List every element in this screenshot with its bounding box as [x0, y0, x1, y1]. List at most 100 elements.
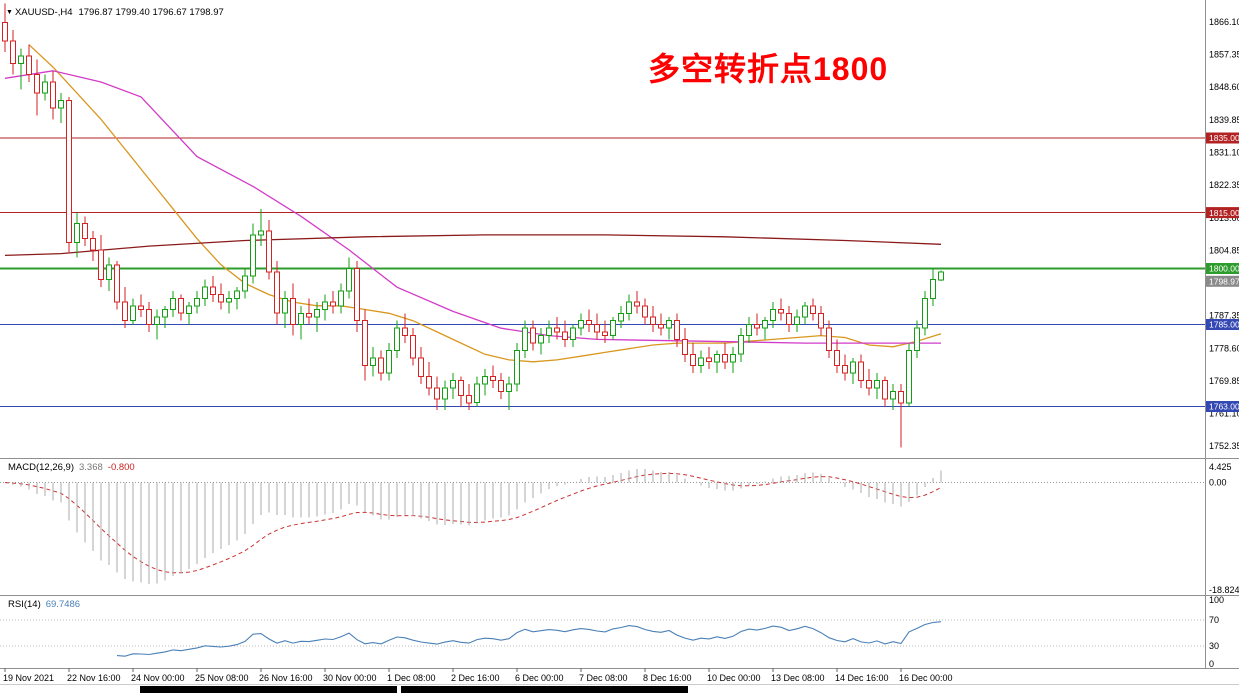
- candle-down: [10, 40, 16, 64]
- price-badge-label: 1815.00: [1209, 208, 1239, 218]
- price-tick-label: 1804.85: [1209, 245, 1239, 255]
- price-badge-label: 1763.00: [1209, 402, 1239, 412]
- candle-up: [130, 305, 136, 322]
- candle-up: [474, 383, 480, 404]
- candle-up: [746, 324, 752, 337]
- candle-up: [610, 320, 616, 337]
- candle-up: [482, 376, 488, 385]
- candle-down: [2, 21, 8, 42]
- candle-down: [658, 324, 664, 329]
- candle-up: [770, 309, 776, 322]
- candle-down: [50, 81, 56, 109]
- candle-down: [210, 286, 216, 296]
- macd-indicator-label: MACD(12,26,9) 3.368 -0.800: [8, 462, 135, 473]
- candle-down: [378, 357, 384, 374]
- candle-down: [26, 55, 32, 76]
- candle-up: [202, 286, 208, 299]
- candle-down: [706, 357, 712, 363]
- macd-histogram: [12, 468, 942, 585]
- time-label: 24 Nov 00:00: [131, 673, 185, 683]
- candle-down: [562, 331, 568, 340]
- time-label: 10 Dec 00:00: [707, 673, 761, 683]
- horizontal-levels: [0, 137, 1205, 408]
- price-badge-label: 1798.97: [1209, 277, 1239, 287]
- candle-up: [570, 327, 576, 340]
- price-badge-label: 1785.00: [1209, 320, 1239, 330]
- candle-down: [418, 357, 424, 378]
- time-label: 1 Dec 08:00: [387, 673, 436, 683]
- chart-dropdown-icon[interactable]: ▼: [6, 9, 13, 16]
- candles: [2, 3, 944, 448]
- symbol-timeframe-label: XAUUSD-,H4: [14, 7, 73, 18]
- candle-up: [914, 327, 920, 352]
- candle-up: [762, 320, 768, 329]
- price-badge: [1206, 132, 1239, 144]
- rsi-indicator-label: RSI(14) 69.7486: [8, 599, 80, 610]
- macd-name: MACD(12,26,9): [8, 462, 74, 473]
- candle-up: [234, 290, 240, 299]
- candle-up: [442, 387, 448, 400]
- candle-up: [874, 379, 880, 389]
- candle-up: [250, 234, 256, 277]
- candle-down: [810, 305, 816, 314]
- candle-up: [578, 320, 584, 329]
- price-badge: [1206, 401, 1239, 412]
- annotation-text: 多空转折点1800: [648, 51, 889, 87]
- candle-up: [794, 316, 800, 325]
- rsi-axis-label: 100: [1209, 595, 1224, 605]
- candle-down: [82, 223, 88, 240]
- candle-down: [754, 324, 760, 329]
- price-tick-label: 1839.85: [1209, 115, 1239, 125]
- taskbar-segment[interactable]: [140, 686, 397, 693]
- taskbar-segment[interactable]: [401, 686, 688, 693]
- candle-up: [930, 279, 936, 299]
- candle-up: [74, 223, 80, 243]
- candle-down: [114, 264, 120, 303]
- candle-up: [714, 353, 720, 363]
- candle-down: [866, 379, 872, 389]
- candle-down: [498, 379, 504, 393]
- candle-down: [34, 74, 40, 94]
- candle-down: [634, 301, 640, 307]
- candle-up: [258, 230, 264, 236]
- price-badges: 1835.00 1815.00 1800.00 1785.00 1763.00 1798.…: [1206, 132, 1239, 412]
- price-tick-label: 1857.35: [1209, 50, 1239, 60]
- price-tick-label: 1778.60: [1209, 343, 1239, 353]
- candle-down: [434, 387, 440, 400]
- candle-up: [538, 335, 544, 344]
- candle-down: [826, 327, 832, 352]
- candle-up: [546, 327, 552, 337]
- candle-up: [58, 100, 64, 109]
- time-label: 7 Dec 08:00: [579, 673, 628, 683]
- candle-up: [522, 327, 528, 352]
- candle-down: [858, 361, 864, 381]
- candle-down: [178, 297, 184, 314]
- time-label: 30 Nov 00:00: [323, 673, 377, 683]
- candle-up: [514, 350, 520, 385]
- candle-up: [314, 309, 320, 318]
- chart-title: ▼ XAUUSD-,H4 1796.87 1799.40 1796.67 1798.…: [6, 7, 224, 18]
- candle-down: [218, 294, 224, 303]
- time-label: 26 Nov 16:00: [259, 673, 313, 683]
- rsi-axis-label: 0: [1209, 659, 1214, 669]
- ohlc-values: 1796.87 1799.40 1796.67 1798.97: [78, 7, 224, 18]
- macd-axis-label: 4.425: [1209, 462, 1232, 472]
- rsi-line: [116, 621, 942, 657]
- time-label: 16 Dec 00:00: [899, 673, 953, 683]
- candle-up: [850, 361, 856, 374]
- ma-magenta: [4, 70, 941, 344]
- price-tick-label: 1769.85: [1209, 376, 1239, 386]
- candle-up: [698, 357, 704, 366]
- time-label: 13 Dec 08:00: [771, 673, 825, 683]
- macd-value: 3.368: [79, 462, 103, 473]
- candle-up: [450, 379, 456, 389]
- price-badge: [1206, 207, 1239, 219]
- candle-up: [890, 391, 896, 400]
- candle-up: [298, 312, 304, 325]
- candle-down: [426, 376, 432, 389]
- candle-down: [602, 331, 608, 337]
- candle-up: [506, 383, 512, 393]
- candle-down: [266, 230, 272, 273]
